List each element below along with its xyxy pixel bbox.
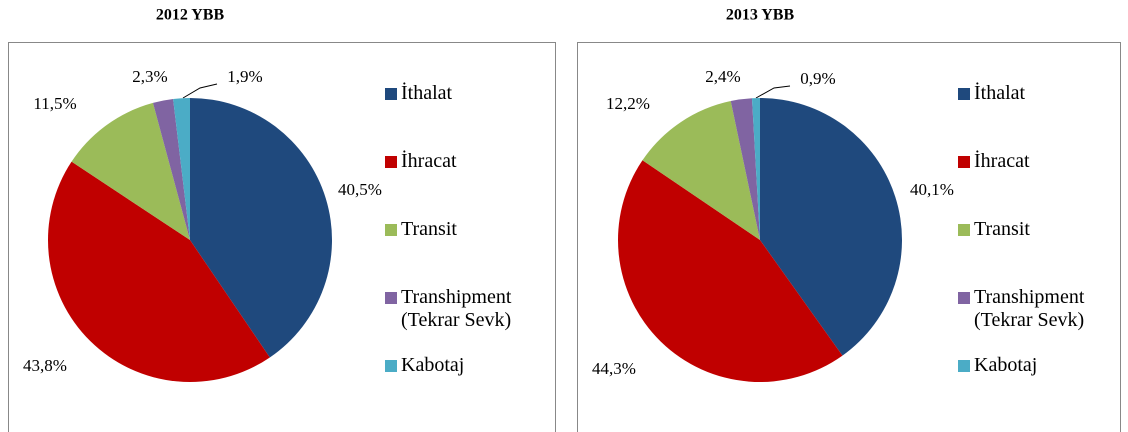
legend-item: Transit: [958, 218, 1124, 241]
pie-slice: [173, 98, 190, 240]
pie-slice: [751, 98, 760, 240]
pie-slice: [48, 161, 270, 382]
legend-item: İthalat: [385, 82, 551, 105]
legend-label: Kabotaj: [974, 354, 1038, 376]
legend-item: İhracat: [958, 150, 1124, 173]
data-label: 11,5%: [33, 94, 76, 113]
legend-label: İhracat: [401, 150, 457, 172]
legend-item: İthalat: [958, 82, 1124, 105]
legend-swatch: [385, 88, 397, 100]
legend-swatch: [958, 88, 970, 100]
pie-slice: [152, 99, 190, 240]
legend-item: Transit: [385, 218, 551, 241]
data-label: 44,3%: [592, 359, 636, 378]
pie-slice: [730, 98, 760, 240]
legend-label: Transit: [974, 218, 1030, 240]
legend-label: İthalat: [974, 82, 1026, 104]
data-label: 12,2%: [606, 94, 650, 113]
chart-title: 2013 YBB: [726, 7, 795, 24]
legend-label: Transhipment (Tekrar Sevk): [401, 286, 512, 331]
legend-label: Kabotaj: [401, 354, 465, 376]
data-label: 2,3%: [132, 67, 167, 86]
legend-item: İhracat: [385, 150, 551, 173]
legend-swatch: [385, 360, 397, 372]
data-label: 2,4%: [705, 67, 740, 86]
data-label: 1,9%: [227, 67, 262, 86]
legend-swatch: [385, 224, 397, 236]
panel-border: [577, 42, 1121, 432]
data-label: 43,8%: [23, 356, 67, 375]
legend-label: Transit: [401, 218, 457, 240]
legend-label: Transhipment (Tekrar Sevk): [974, 286, 1085, 331]
legend-item: Transhipment (Tekrar Sevk): [958, 286, 1124, 332]
legend-swatch: [958, 156, 970, 168]
leader-line: [755, 85, 791, 99]
pie-slice: [190, 98, 332, 358]
legend-label: İhracat: [974, 150, 1030, 172]
legend-item: Kabotaj: [958, 354, 1124, 377]
panel-border: [8, 42, 556, 432]
legend-item: Kabotaj: [385, 354, 551, 377]
pie-slice: [618, 160, 843, 382]
data-label: 40,1%: [910, 180, 954, 199]
legend-label: İthalat: [401, 82, 453, 104]
legend-item: Transhipment (Tekrar Sevk): [385, 286, 551, 332]
legend-swatch: [385, 156, 397, 168]
pie-slice: [71, 102, 190, 241]
leader-line: [182, 83, 218, 99]
data-label: 0,9%: [800, 69, 835, 88]
legend-swatch: [958, 360, 970, 372]
legend-swatch: [958, 224, 970, 236]
legend-swatch: [958, 292, 970, 304]
pie-slice: [642, 101, 760, 241]
legend-swatch: [385, 292, 397, 304]
chart-title: 2012 YBB: [156, 7, 225, 24]
data-label: 40,5%: [338, 180, 382, 199]
pie-slice: [760, 98, 903, 356]
